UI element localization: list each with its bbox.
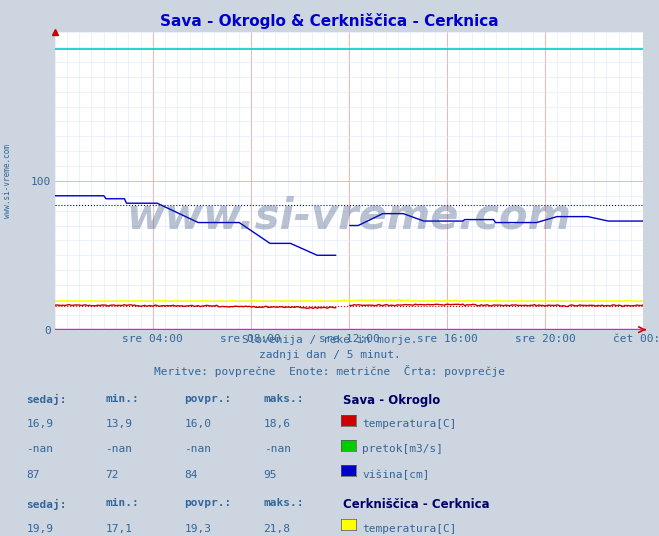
Text: 95: 95: [264, 470, 277, 480]
Text: 16,9: 16,9: [26, 419, 53, 429]
Text: Sava - Okroglo: Sava - Okroglo: [343, 394, 440, 407]
Text: min.:: min.:: [105, 498, 139, 509]
Text: 19,9: 19,9: [26, 524, 53, 534]
Text: povpr.:: povpr.:: [185, 498, 232, 509]
Text: www.si-vreme.com: www.si-vreme.com: [3, 144, 13, 218]
Text: Slovenija / reke in morje.: Slovenija / reke in morje.: [242, 335, 417, 345]
Text: -nan: -nan: [105, 444, 132, 455]
Text: sedaj:: sedaj:: [26, 394, 67, 405]
Text: zadnji dan / 5 minut.: zadnji dan / 5 minut.: [258, 350, 401, 360]
Text: 84: 84: [185, 470, 198, 480]
Text: 17,1: 17,1: [105, 524, 132, 534]
Text: 18,6: 18,6: [264, 419, 291, 429]
Text: 16,0: 16,0: [185, 419, 212, 429]
Text: 13,9: 13,9: [105, 419, 132, 429]
Text: 87: 87: [26, 470, 40, 480]
Text: 19,3: 19,3: [185, 524, 212, 534]
Text: maks.:: maks.:: [264, 498, 304, 509]
Text: www.si-vreme.com: www.si-vreme.com: [127, 196, 571, 237]
Text: temperatura[C]: temperatura[C]: [362, 419, 457, 429]
Text: Sava - Okroglo & Cerkniščica - Cerknica: Sava - Okroglo & Cerkniščica - Cerknica: [160, 13, 499, 29]
Text: temperatura[C]: temperatura[C]: [362, 524, 457, 534]
Text: 21,8: 21,8: [264, 524, 291, 534]
Text: Meritve: povprečne  Enote: metrične  Črta: povprečje: Meritve: povprečne Enote: metrične Črta:…: [154, 365, 505, 377]
Text: -nan: -nan: [26, 444, 53, 455]
Text: sedaj:: sedaj:: [26, 498, 67, 510]
Text: -nan: -nan: [185, 444, 212, 455]
Text: -nan: -nan: [264, 444, 291, 455]
Text: pretok[m3/s]: pretok[m3/s]: [362, 444, 444, 455]
Text: povpr.:: povpr.:: [185, 394, 232, 404]
Text: 72: 72: [105, 470, 119, 480]
Text: višina[cm]: višina[cm]: [362, 470, 430, 480]
Text: Cerkniščica - Cerknica: Cerkniščica - Cerknica: [343, 498, 489, 511]
Text: maks.:: maks.:: [264, 394, 304, 404]
Text: min.:: min.:: [105, 394, 139, 404]
